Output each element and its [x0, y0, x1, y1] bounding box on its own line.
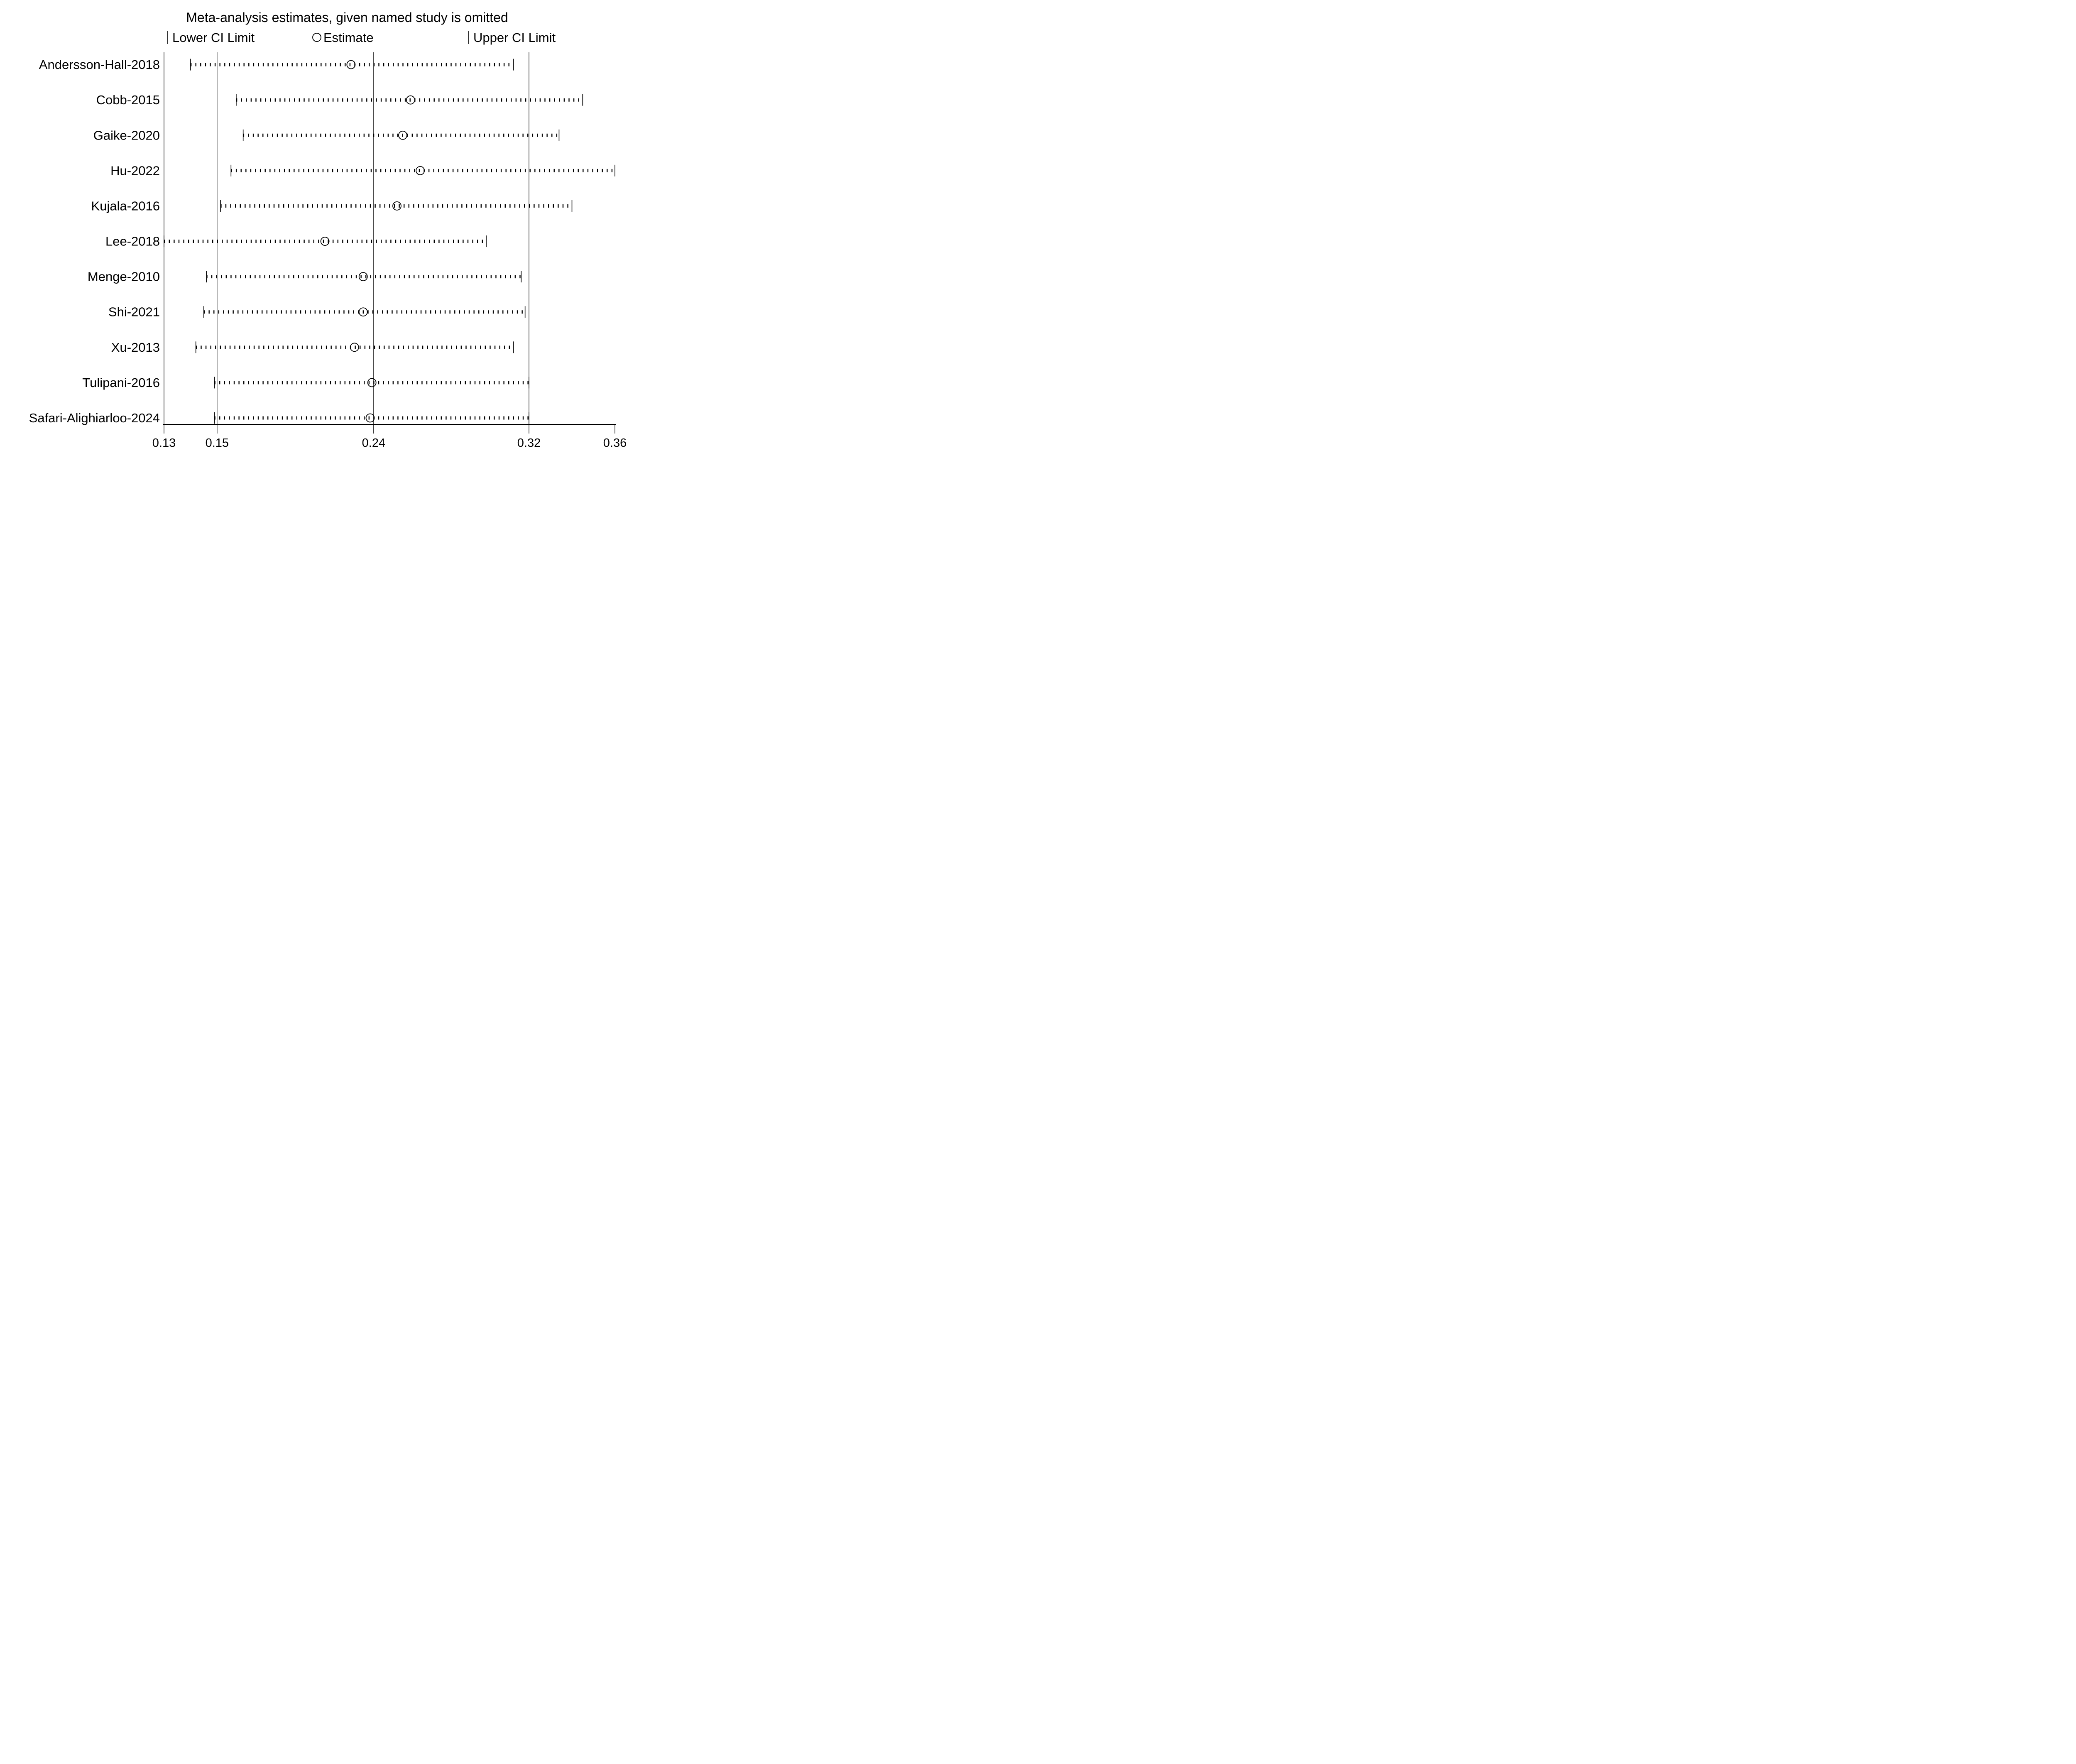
legend: Lower CI Limit Estimate Upper CI Limit	[167, 30, 556, 45]
rows-layer: Andersson-Hall-2018 Cobb-2015 Gaike-2020 Hu…	[29, 57, 615, 425]
study-label: Andersson-Hall-2018	[39, 57, 160, 72]
study-row: Gaike-2020	[93, 128, 560, 142]
study-row: Tulipani-2016	[82, 375, 529, 390]
study-label: Lee-2018	[105, 234, 160, 249]
estimate-marker	[367, 378, 377, 387]
estimate-marker	[398, 130, 407, 140]
study-row: Lee-2018	[105, 234, 487, 249]
study-row: Safari-Alighiarloo-2024	[29, 411, 529, 425]
study-label: Hu-2022	[110, 163, 160, 178]
study-label: Safari-Alighiarloo-2024	[29, 411, 160, 425]
study-row: Menge-2010	[88, 270, 522, 284]
estimate-marker	[406, 95, 415, 105]
estimate-circle-icon	[312, 33, 321, 42]
legend-label-lower: Lower CI Limit	[172, 30, 255, 45]
estimate-marker	[358, 272, 368, 282]
estimate-marker	[358, 307, 368, 317]
estimate-marker	[320, 237, 330, 246]
study-label: Xu-2013	[111, 340, 160, 355]
estimate-marker	[392, 201, 401, 211]
study-label: Gaike-2020	[93, 128, 160, 142]
x-tick-label: 0.36	[603, 436, 627, 450]
legend-label-estimate: Estimate	[323, 30, 374, 45]
estimate-marker	[350, 343, 359, 352]
x-tick-label: 0.32	[517, 436, 541, 450]
study-row: Hu-2022	[110, 163, 615, 178]
x-tick-labels: 0.13 0.15 0.24 0.32 0.36	[152, 436, 627, 450]
estimate-marker	[365, 413, 375, 423]
x-tick-label: 0.13	[152, 436, 176, 450]
plot-svg: Meta-analysis estimates, given named stu…	[29, 10, 627, 450]
study-label: Shi-2021	[108, 305, 160, 319]
legend-label-upper: Upper CI Limit	[473, 30, 556, 45]
x-tick-label: 0.15	[206, 436, 229, 450]
study-label: Menge-2010	[88, 270, 160, 284]
study-row: Xu-2013	[111, 340, 514, 355]
meta-analysis-forest-plot: Meta-analysis estimates, given named stu…	[0, 0, 641, 453]
study-label: Cobb-2015	[96, 93, 160, 107]
study-row: Kujala-2016	[91, 198, 573, 213]
study-row: Shi-2021	[108, 305, 526, 319]
study-row: Cobb-2015	[96, 93, 583, 107]
chart-title: Meta-analysis estimates, given named stu…	[186, 10, 508, 25]
study-row: Andersson-Hall-2018	[39, 57, 514, 72]
estimate-marker	[416, 166, 425, 175]
estimate-marker	[346, 60, 356, 69]
study-label: Kujala-2016	[91, 198, 160, 213]
x-tick-label: 0.24	[362, 436, 385, 450]
study-label: Tulipani-2016	[82, 375, 160, 390]
